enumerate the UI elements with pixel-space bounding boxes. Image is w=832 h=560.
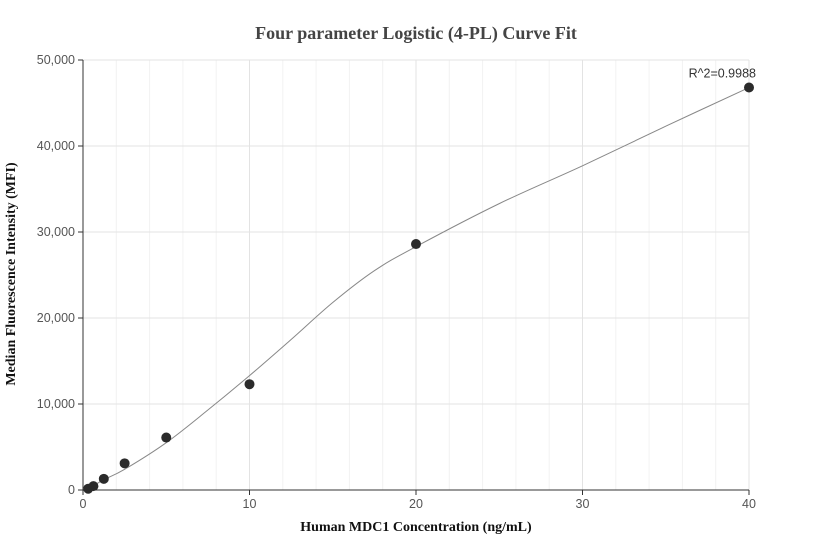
- annotations: R^2=0.9988: [689, 67, 756, 81]
- x-axis-ticks: 0 10 20 30 40: [80, 490, 756, 511]
- data-point: [98, 473, 109, 484]
- data-point: [744, 82, 754, 93]
- fit-curve-line: [82, 87, 750, 490]
- r-squared-annotation: R^2=0.9988: [689, 67, 756, 81]
- y-axis-title: Median Fluorescence Intensity (MFI): [4, 162, 19, 386]
- y-tick-label: 20,000: [37, 311, 75, 325]
- data-point: [119, 458, 130, 469]
- y-tick-label: 0: [68, 483, 75, 497]
- grid: [83, 59, 750, 490]
- y-tick-label: 40,000: [37, 139, 75, 153]
- y-axis-ticks: 0 10,000 20,000 30,000 40,000 50,000: [37, 53, 83, 497]
- x-tick-label: 20: [409, 497, 423, 511]
- x-tick-label: 30: [576, 497, 590, 511]
- x-tick-label: 40: [742, 497, 756, 511]
- y-tick-label: 30,000: [37, 225, 75, 239]
- data-point: [88, 481, 99, 492]
- data-point: [411, 239, 421, 250]
- y-tick-label: 50,000: [37, 53, 75, 67]
- data-point: [161, 432, 172, 443]
- data-point: [244, 379, 255, 390]
- x-axis-title: Human MDC1 Concentration (ng/mL): [300, 520, 532, 535]
- series: [82, 82, 754, 494]
- y-tick-label: 10,000: [37, 397, 75, 411]
- x-tick-label: 0: [80, 497, 87, 511]
- chart-title: Four parameter Logistic (4-PL) Curve Fit: [255, 23, 577, 44]
- x-tick-label: 10: [243, 497, 257, 511]
